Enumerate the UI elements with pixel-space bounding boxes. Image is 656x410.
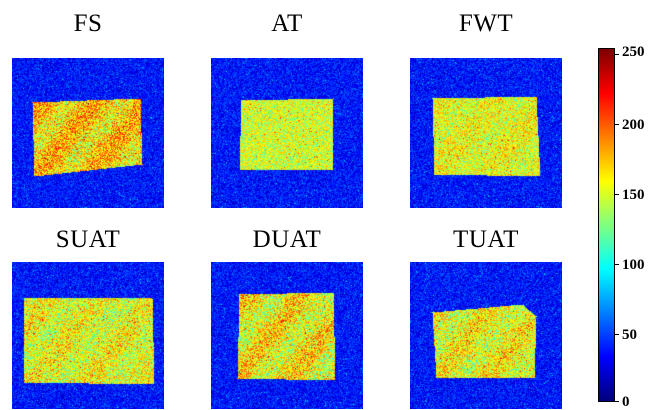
colorbar-tick-label: 100 (622, 257, 645, 273)
colorbar-tick-label: 0 (622, 394, 630, 410)
heatmap-image-at (211, 58, 363, 208)
colorbar-tick (614, 54, 619, 55)
panel-title: SUAT (55, 226, 121, 253)
panel-title: FWT (458, 10, 514, 37)
colorbar-tick (614, 334, 619, 335)
panel-duat: DUAT (211, 226, 363, 409)
panel-title: TUAT (453, 226, 519, 253)
panel-title: FS (73, 10, 103, 37)
heatmap-image-fs (12, 58, 164, 208)
panel-title: AT (271, 10, 303, 37)
colorbar-tick-label: 50 (622, 327, 637, 343)
heatmap-image-fwt (410, 58, 562, 208)
panel-tuat: TUAT (410, 226, 562, 409)
colorbar-tick (614, 401, 619, 402)
heatmap-image-duat (211, 262, 363, 409)
panel-at: AT (211, 10, 363, 208)
heatmap-image-tuat (410, 262, 562, 409)
colorbar-tick (614, 264, 619, 265)
colorbar-tick (614, 194, 619, 195)
colorbar-tick (614, 124, 619, 125)
colorbar (598, 48, 615, 402)
heatmap-image-suat (12, 262, 164, 409)
panel-title: DUAT (252, 226, 322, 253)
panel-fs: FS (12, 10, 164, 208)
colorbar-tick-label: 250 (622, 44, 645, 60)
colorbar-tick-label: 150 (622, 187, 645, 203)
panel-fwt: FWT (410, 10, 562, 208)
panel-suat: SUAT (12, 226, 164, 409)
colorbar-tick-label: 200 (622, 117, 645, 133)
